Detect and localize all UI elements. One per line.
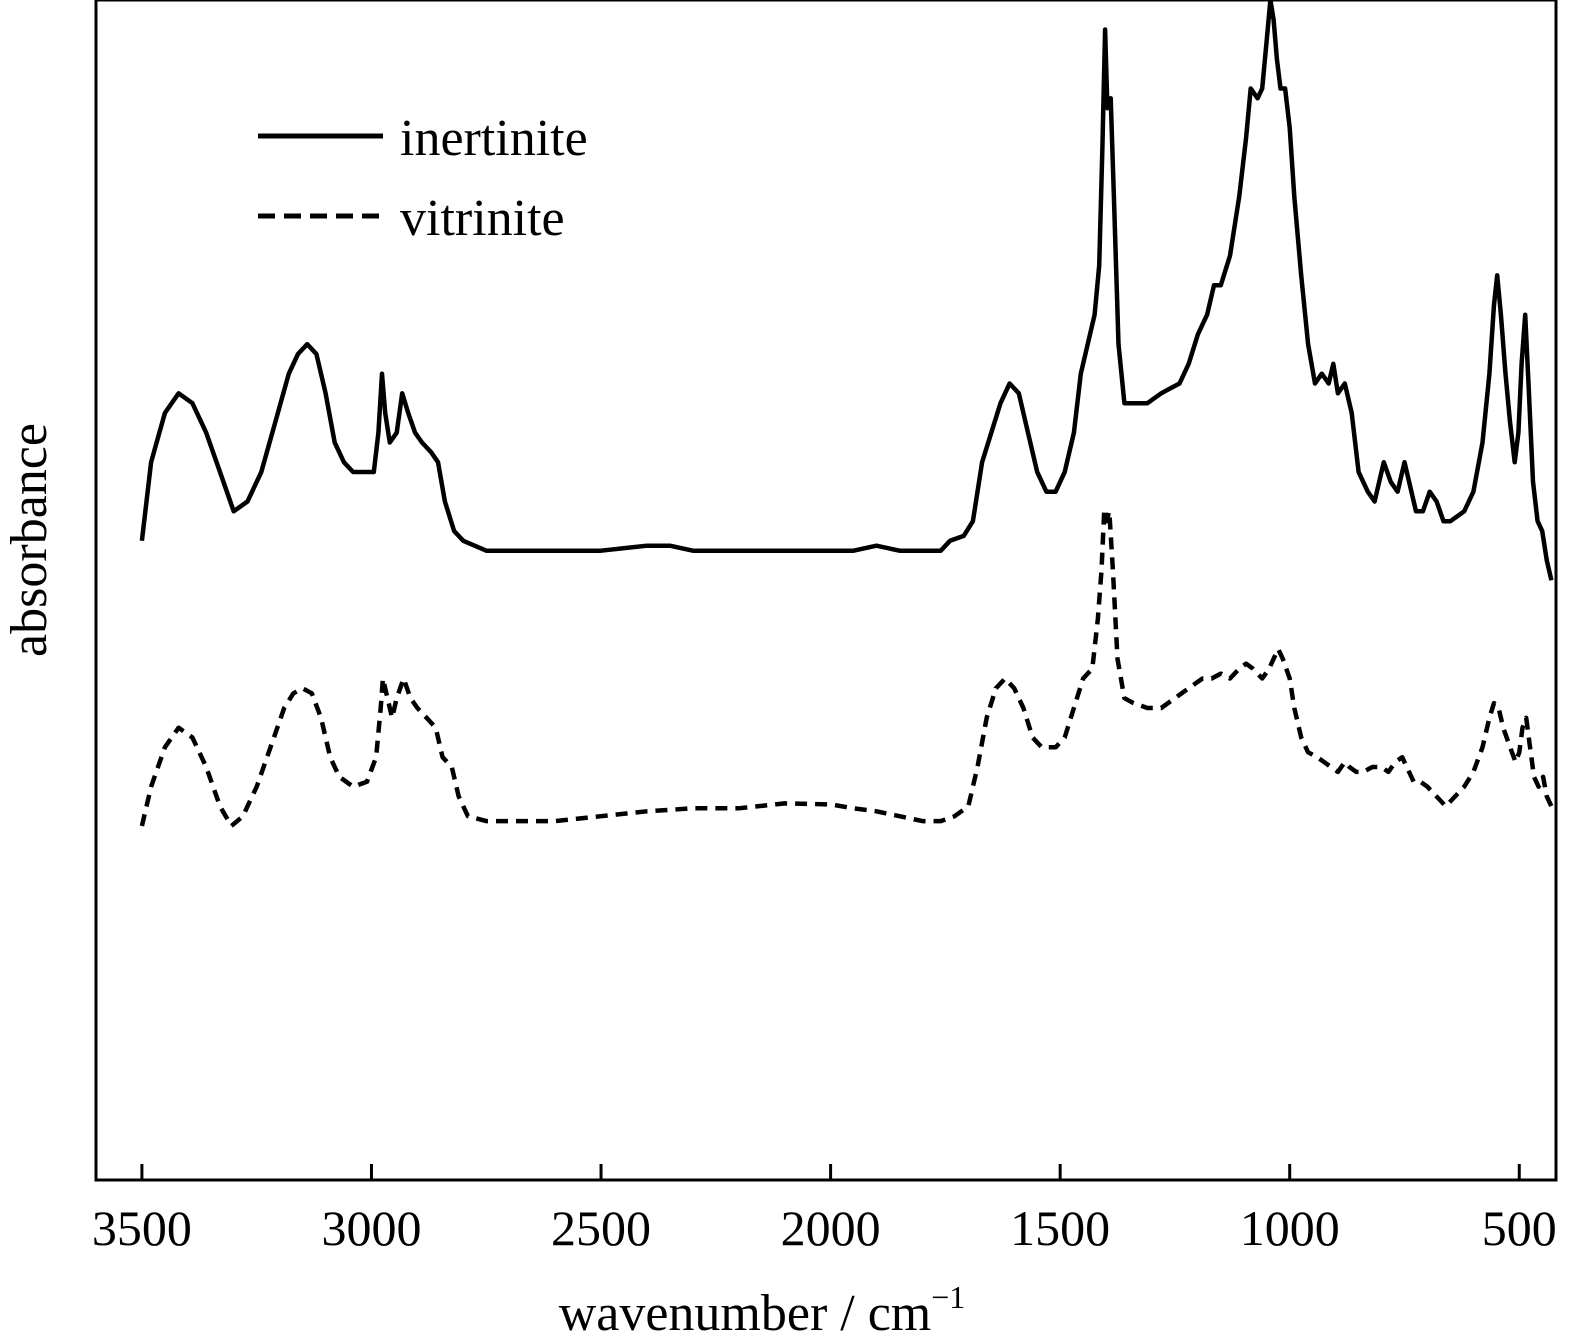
series-layer: [139, 0, 1554, 829]
series-line-inertinite: [139, 0, 1554, 581]
x-axis-label-main: wavenumber / cm: [559, 1285, 932, 1341]
x-axis-label-superscript: −1: [931, 1279, 965, 1315]
x-tick-label-2000: 2000: [781, 1200, 881, 1256]
x-tick-label-3500: 3500: [92, 1200, 192, 1256]
plot-frame: [94, 0, 1558, 1182]
series-line-vitrinite: [139, 509, 1554, 829]
x-tick-label-2500: 2500: [551, 1200, 651, 1256]
x-axis-label: wavenumber / cm−1: [559, 1279, 966, 1341]
x-axis-ticks: 3500 3000 2500 2000 1500 1000 500: [92, 1164, 1557, 1256]
x-tick-label-500: 500: [1482, 1200, 1557, 1256]
y-axis-label: absorbance: [1, 423, 58, 657]
legend-label-vitrinite: vitrinite: [400, 190, 565, 247]
x-tick-label-1500: 1500: [1010, 1200, 1110, 1256]
x-tick-label-3000: 3000: [321, 1200, 421, 1256]
x-tick-label-1000: 1000: [1240, 1200, 1340, 1256]
legend-label-inertinite: inertinite: [400, 110, 588, 167]
legend: inertinite vitrinite: [258, 110, 588, 247]
